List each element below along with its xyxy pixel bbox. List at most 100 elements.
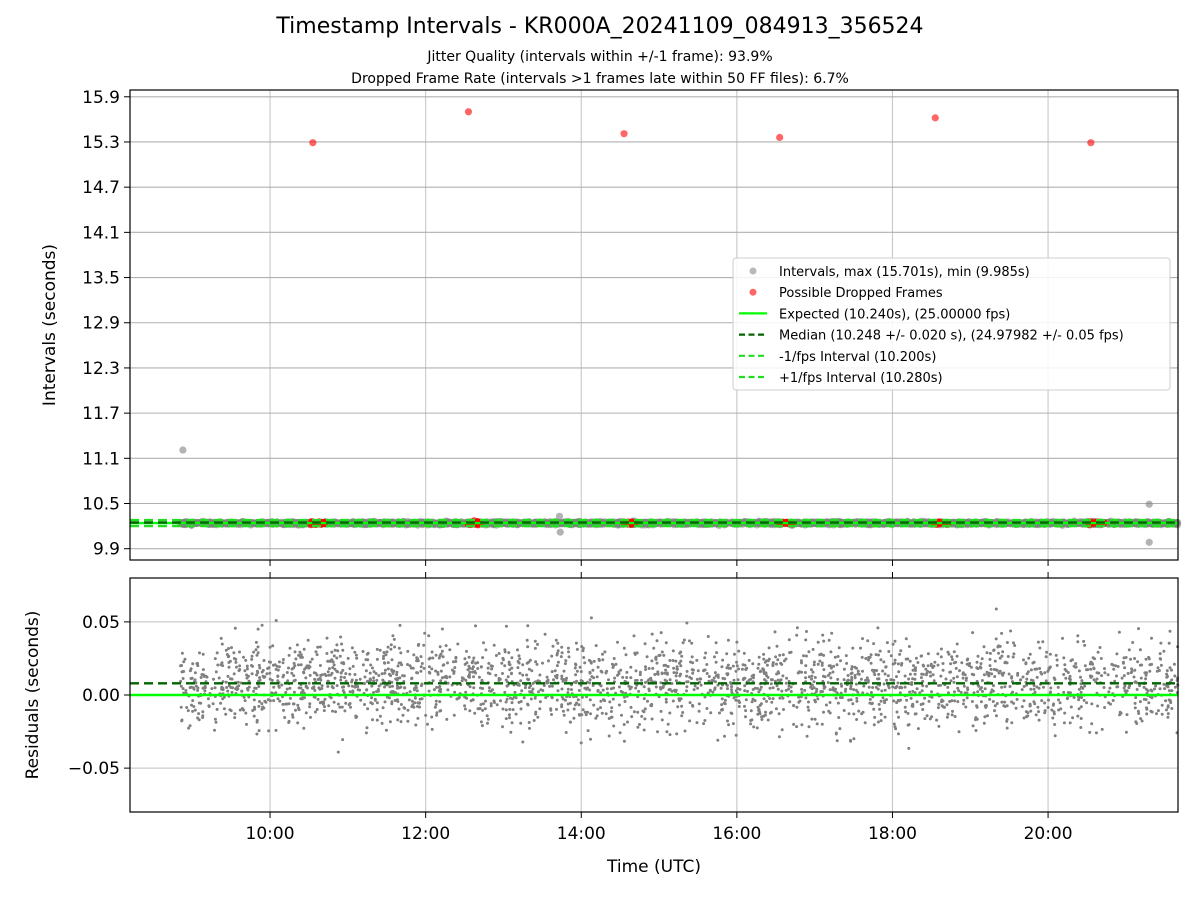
residual-point [1010, 675, 1014, 679]
residual-point [203, 689, 207, 693]
residual-point [272, 685, 276, 689]
legend-label-expected: Expected (10.240s), (25.00000 fps) [779, 307, 1010, 322]
residual-point [581, 708, 585, 712]
residual-point [950, 655, 954, 659]
residual-point [662, 653, 666, 657]
residual-point [463, 704, 467, 708]
residual-point [647, 687, 651, 691]
residual-point [650, 632, 654, 636]
residual-point [1173, 685, 1177, 689]
residual-point [927, 699, 931, 703]
residual-point [474, 661, 478, 665]
residual-point [665, 730, 669, 734]
residual-point [297, 706, 300, 710]
residual-point [997, 671, 1001, 675]
residual-point [572, 680, 576, 684]
residual-point [574, 673, 578, 677]
residual-point [744, 698, 748, 702]
residual-point [682, 638, 686, 642]
residual-point [896, 662, 900, 666]
residual-point [1098, 646, 1102, 649]
residual-point [413, 688, 416, 692]
residual-point [320, 684, 324, 688]
residual-point [835, 739, 839, 743]
residual-point [599, 699, 603, 703]
residual-point [599, 706, 602, 710]
residual-point [807, 725, 811, 729]
residual-point [308, 702, 312, 706]
residual-point [1150, 710, 1154, 714]
residual-point [932, 679, 936, 683]
residual-point [369, 663, 373, 667]
residual-point [673, 690, 677, 693]
residual-point [406, 663, 409, 666]
residual-point [296, 721, 300, 725]
residual-point [707, 675, 711, 678]
residual-point [690, 641, 694, 645]
residual-point [838, 727, 842, 731]
residual-point [579, 683, 583, 687]
residual-point [430, 727, 434, 731]
residual-point [904, 710, 908, 714]
residual-point [992, 648, 996, 652]
residual-point [1021, 675, 1025, 679]
residual-point [775, 684, 779, 688]
residual-point [582, 656, 586, 659]
residual-point [545, 675, 549, 679]
residual-point [518, 671, 522, 675]
residual-point [419, 669, 423, 673]
residual-point [472, 686, 476, 690]
residual-point [560, 674, 564, 678]
residual-point [254, 640, 258, 644]
residual-point [486, 666, 490, 670]
residual-point [201, 716, 205, 719]
residual-point [460, 679, 464, 683]
residual-point [1103, 706, 1107, 709]
top-y-tick-label: 10.5 [82, 495, 120, 515]
residual-point [185, 706, 189, 709]
residual-point [859, 677, 863, 681]
residual-point [1134, 680, 1137, 684]
residual-point [1125, 713, 1129, 717]
residual-point [1042, 685, 1045, 689]
residual-point [254, 648, 258, 652]
residual-point [1138, 648, 1142, 652]
residual-point [604, 671, 608, 675]
top-y-tick-label: 13.5 [82, 269, 120, 289]
residual-point [1038, 646, 1042, 650]
residual-point [1016, 671, 1020, 675]
residual-point [877, 702, 881, 706]
residual-point [1140, 719, 1144, 723]
residual-point [735, 664, 739, 668]
residual-point [517, 661, 521, 665]
residual-point [576, 698, 580, 702]
residual-point [873, 715, 877, 719]
residual-point [255, 653, 259, 657]
residual-point [287, 653, 291, 657]
residual-point [671, 649, 675, 653]
residual-point [1117, 630, 1121, 634]
residual-point [1076, 634, 1080, 638]
residual-point [878, 649, 882, 653]
residual-point [468, 675, 471, 679]
residual-point [936, 706, 940, 710]
residual-point [281, 661, 285, 665]
residual-point [919, 654, 923, 658]
residual-point [600, 711, 604, 715]
residual-point [620, 713, 623, 717]
residual-point [313, 677, 317, 681]
residual-point [955, 654, 959, 658]
residual-point [188, 724, 192, 728]
residual-point [255, 732, 259, 736]
residual-point [638, 670, 642, 674]
residual-point [550, 684, 554, 688]
residual-point [467, 655, 471, 659]
residual-point [891, 662, 895, 666]
residual-point [726, 663, 730, 667]
residual-point [1059, 707, 1063, 711]
residual-point [994, 668, 998, 672]
top-y-tick-label: 14.1 [82, 223, 120, 243]
residual-point [1144, 673, 1148, 677]
legend-marker-intervals [749, 267, 757, 275]
residual-point [954, 666, 958, 670]
